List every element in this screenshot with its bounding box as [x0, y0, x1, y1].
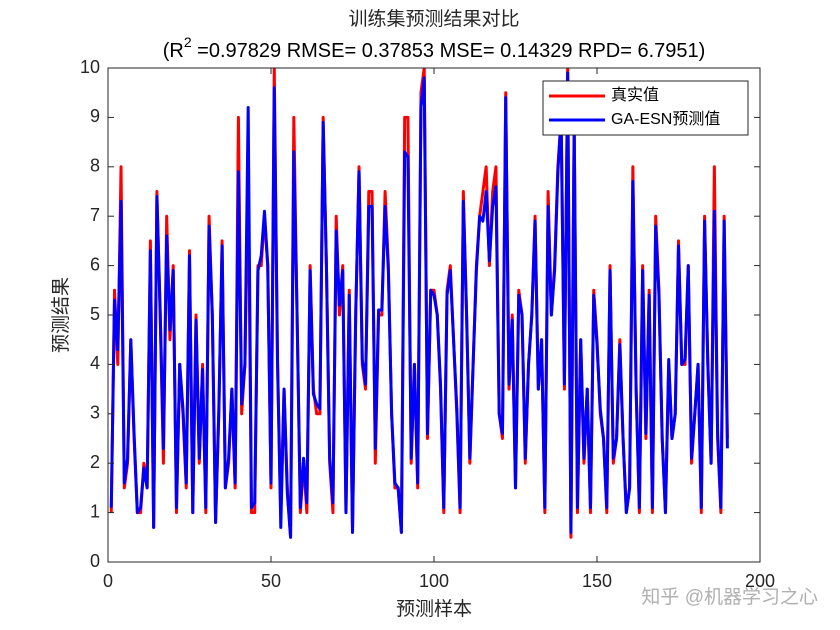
subtitle-part: =0.97829 RMSE= 0.37853 MSE= 0.14329 RPD=… — [192, 40, 706, 62]
x-tick-label: 0 — [103, 571, 113, 591]
y-tick-label: 2 — [90, 452, 100, 472]
y-tick-label: 4 — [90, 353, 100, 373]
y-tick-label: 10 — [80, 57, 100, 77]
subtitle-superscript: 2 — [184, 34, 192, 50]
y-tick-label: 6 — [90, 254, 100, 274]
legend-label: 真实值 — [611, 86, 659, 104]
y-tick-label: 8 — [90, 156, 100, 176]
legend-box — [542, 80, 749, 136]
x-axis-label: 预测样本 — [396, 598, 472, 620]
y-tick-label: 9 — [90, 106, 100, 126]
watermark: 知乎 @机器学习之心 — [641, 586, 818, 608]
y-tick-label: 5 — [90, 304, 100, 324]
x-tick-label: 200 — [745, 571, 775, 591]
x-tick-label: 100 — [419, 571, 449, 591]
chart-subtitle: (R2 =0.97829 RMSE= 0.37853 MSE= 0.14329 … — [163, 34, 706, 63]
data-line — [109, 71, 729, 539]
y-tick-label: 0 — [90, 551, 100, 571]
chart-title: 训练集预测结果对比 — [348, 8, 519, 30]
y-tick-label: 1 — [90, 501, 100, 521]
x-tick-label: 50 — [261, 571, 281, 591]
subtitle-part: (R — [163, 40, 184, 62]
legend-label: GA-ESN预测值 — [611, 110, 720, 128]
x-tick-label: 150 — [582, 571, 612, 591]
y-tick-label: 7 — [90, 205, 100, 225]
y-axis-label: 预测结果 — [50, 277, 72, 353]
y-tick-label: 3 — [90, 403, 100, 423]
